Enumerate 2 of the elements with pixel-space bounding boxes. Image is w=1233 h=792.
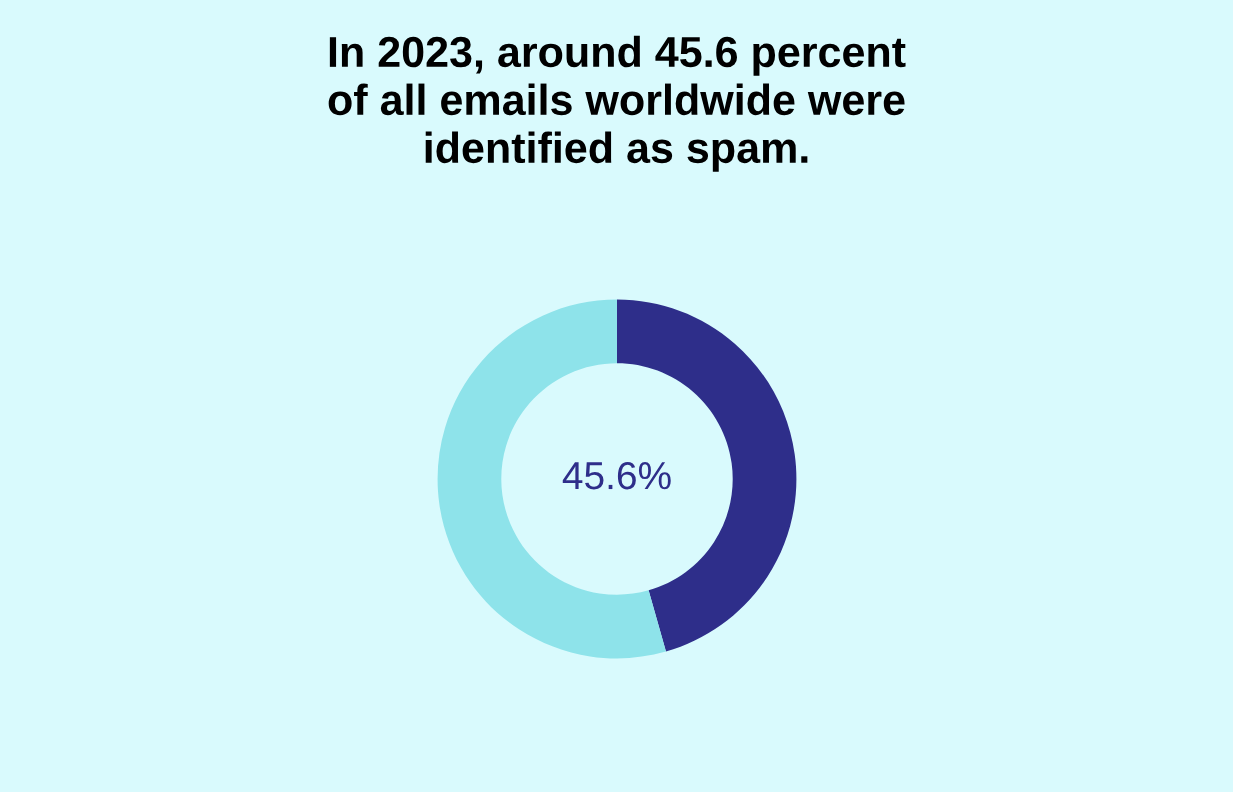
chart-title: In 2023, around 45.6 percent of all emails worldwide were identified as spam.	[328, 35, 906, 172]
data-label: 45.6%	[562, 461, 671, 490]
